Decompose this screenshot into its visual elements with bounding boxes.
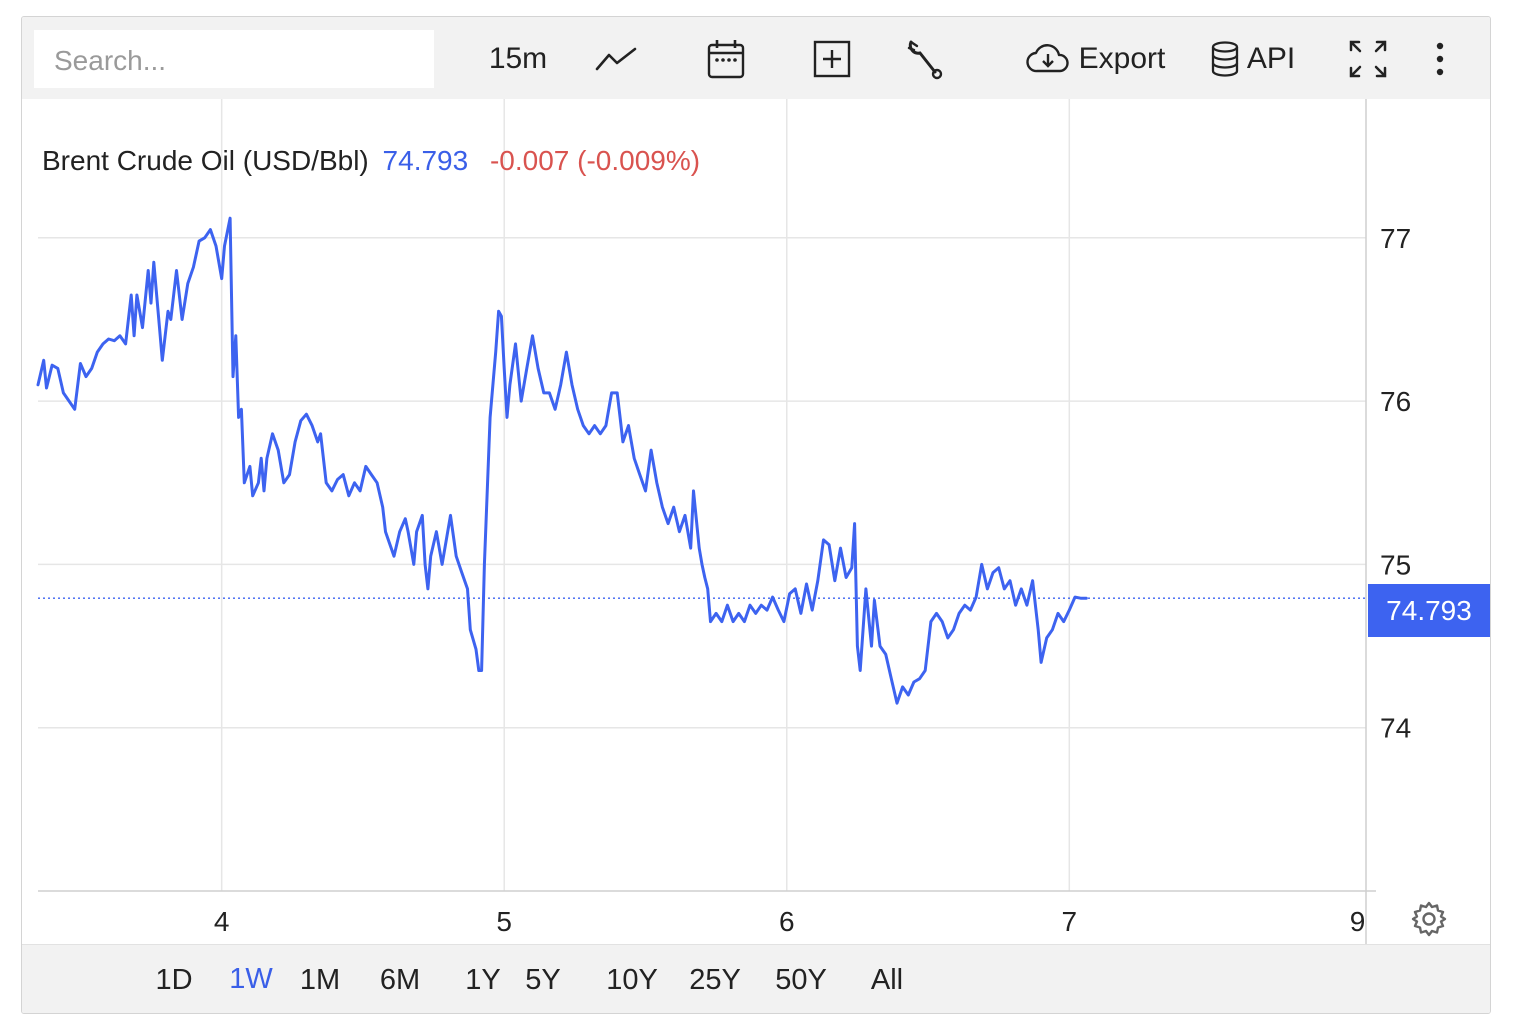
more-button[interactable] [1420,35,1460,83]
y-tick-label: 74 [1380,713,1411,744]
more-vertical-icon [1435,42,1445,76]
range-button-10y[interactable]: 10Y [606,963,658,996]
range-button-25y[interactable]: 25Y [689,963,741,996]
wrench-icon [905,38,943,80]
interval-button[interactable]: 15m [480,35,556,83]
x-tick-label: 9 [1350,906,1366,937]
interval-label: 15m [488,42,548,75]
legend-change: -0.007 (-0.009%) [489,145,701,176]
gear-icon [1410,901,1448,942]
legend-price: 74.793 [382,145,469,176]
chart-legend: Brent Crude Oil (USD/Bbl) 74.793 -0.007 … [42,145,700,177]
range-button-1y[interactable]: 1Y [465,963,501,996]
y-tick-label: 77 [1380,223,1411,254]
x-tick-label: 7 [1062,906,1078,937]
fullscreen-button[interactable] [1340,35,1396,83]
export-button[interactable]: Export [1022,35,1168,83]
cloud-download-icon [1025,43,1071,75]
toolbar: 15m [22,17,1490,99]
range-button-5y[interactable]: 5Y [525,963,561,996]
range-button-50y[interactable]: 50Y [775,963,827,996]
range-button-1d[interactable]: 1D [155,963,193,996]
api-label: API [1246,42,1296,75]
x-tick-label: 5 [496,906,512,937]
calendar-icon [707,39,745,79]
legend-name: Brent Crude Oil (USD/Bbl) [42,145,369,176]
add-indicator-button[interactable] [804,35,860,83]
chart-widget: 15m [21,16,1491,1014]
chart-settings-button[interactable] [1410,900,1448,943]
settings-tools-button[interactable] [896,35,952,83]
date-range-button[interactable] [698,35,754,83]
api-button[interactable]: API [1208,35,1298,83]
range-selector: 1D 1W 1M 6M 1Y 5Y 10Y 25Y 50Y All [22,944,1490,1013]
range-button-all[interactable]: All [870,963,904,996]
x-tick-label: 6 [779,906,795,937]
line-chart-icon [595,45,637,73]
export-label: Export [1078,42,1166,75]
price-series-line [36,216,1088,705]
chart-type-button[interactable] [588,35,644,83]
chart-area: 77 76 75 74 4 5 6 7 9 Brent Crude Oil (USD/Bbl) … [22,99,1490,944]
range-button-1w[interactable]: 1W [212,945,290,1013]
range-button-1m[interactable]: 1M [299,963,341,996]
range-button-6m[interactable]: 6M [379,963,421,996]
x-tick-label: 4 [214,906,230,937]
add-box-icon [813,40,851,78]
last-price-tag: 74.793 [1368,584,1490,637]
database-icon [1211,41,1239,77]
search-input[interactable] [34,30,434,88]
y-tick-label: 76 [1380,386,1411,417]
fullscreen-icon [1348,39,1388,79]
y-tick-label: 75 [1380,549,1411,580]
price-chart[interactable]: 77 76 75 74 4 5 6 7 9 [22,99,1491,944]
